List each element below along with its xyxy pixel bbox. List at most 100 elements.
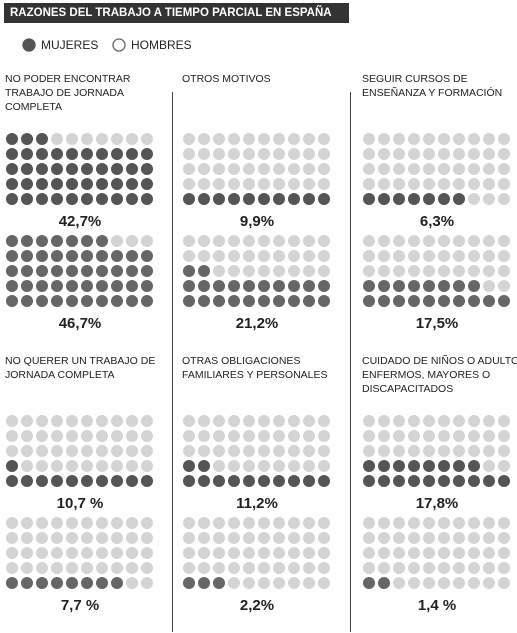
icon-empty — [468, 163, 480, 175]
icon-empty — [228, 415, 240, 427]
icon-empty — [258, 577, 270, 589]
icon-empty — [498, 577, 510, 589]
icon-filled — [81, 250, 93, 262]
icon-filled — [21, 280, 33, 292]
icon-empty — [468, 430, 480, 442]
icon-filled — [483, 475, 495, 487]
icon-filled — [198, 280, 210, 292]
icon-empty — [273, 133, 285, 145]
icon-filled — [66, 295, 78, 307]
icon-filled — [483, 295, 495, 307]
icon-empty — [303, 163, 315, 175]
icon-empty — [126, 562, 138, 574]
icon-filled — [243, 280, 255, 292]
icon-empty — [423, 532, 435, 544]
icon-filled — [243, 475, 255, 487]
icon-empty — [303, 178, 315, 190]
icon-empty — [483, 562, 495, 574]
icon-empty — [408, 517, 420, 529]
icon-empty — [36, 547, 48, 559]
icon-empty — [273, 517, 285, 529]
icon-empty — [378, 133, 390, 145]
icon-filled — [21, 133, 33, 145]
icon-empty — [318, 460, 330, 472]
icon-empty — [81, 460, 93, 472]
icon-filled — [81, 193, 93, 205]
icon-empty — [303, 415, 315, 427]
icon-empty — [438, 235, 450, 247]
icon-grid — [363, 133, 510, 205]
icon-filled — [198, 193, 210, 205]
icon-empty — [423, 517, 435, 529]
icon-empty — [303, 250, 315, 262]
icon-empty — [378, 415, 390, 427]
icon-empty — [126, 577, 138, 589]
icon-empty — [363, 235, 375, 247]
icon-empty — [141, 577, 153, 589]
icon-filled — [141, 163, 153, 175]
icon-filled — [36, 250, 48, 262]
icon-filled — [66, 235, 78, 247]
icon-empty — [453, 163, 465, 175]
icon-empty — [408, 178, 420, 190]
icon-empty — [243, 517, 255, 529]
icon-empty — [438, 163, 450, 175]
icon-empty — [363, 133, 375, 145]
icon-empty — [483, 133, 495, 145]
icon-empty — [483, 235, 495, 247]
icon-empty — [51, 532, 63, 544]
icon-empty — [66, 562, 78, 574]
icon-empty — [81, 517, 93, 529]
icon-empty — [483, 415, 495, 427]
icon-filled — [183, 265, 195, 277]
icon-empty — [183, 235, 195, 247]
icon-filled — [408, 280, 420, 292]
icon-filled — [81, 295, 93, 307]
icon-filled — [66, 280, 78, 292]
icon-empty — [318, 517, 330, 529]
icon-empty — [273, 532, 285, 544]
icon-empty — [498, 547, 510, 559]
icon-empty — [438, 517, 450, 529]
value-label: 10,7 % — [56, 495, 104, 512]
icon-filled — [6, 295, 18, 307]
icon-empty — [303, 235, 315, 247]
icon-empty — [258, 163, 270, 175]
icon-empty — [36, 445, 48, 457]
icon-filled — [96, 148, 108, 160]
icon-filled — [6, 265, 18, 277]
icon-empty — [423, 133, 435, 145]
icon-empty — [81, 547, 93, 559]
icon-empty — [363, 547, 375, 559]
icon-empty — [111, 235, 123, 247]
icon-empty — [111, 430, 123, 442]
icon-filled — [21, 178, 33, 190]
icon-empty — [468, 193, 480, 205]
icon-filled — [81, 178, 93, 190]
icon-filled — [318, 475, 330, 487]
icon-empty — [498, 235, 510, 247]
icon-empty — [378, 532, 390, 544]
icon-empty — [81, 133, 93, 145]
icon-filled — [423, 280, 435, 292]
icon-empty — [498, 148, 510, 160]
icon-empty — [66, 430, 78, 442]
legend-swatch — [112, 38, 126, 52]
icon-empty — [288, 562, 300, 574]
icon-empty — [393, 430, 405, 442]
icon-empty — [126, 235, 138, 247]
icon-empty — [198, 562, 210, 574]
icon-filled — [438, 193, 450, 205]
icon-empty — [453, 562, 465, 574]
icon-filled — [96, 265, 108, 277]
icon-filled — [111, 250, 123, 262]
icon-empty — [126, 517, 138, 529]
icon-filled — [66, 178, 78, 190]
icon-filled — [36, 193, 48, 205]
icon-empty — [468, 265, 480, 277]
icon-empty — [453, 415, 465, 427]
legend-item: MUJERES — [22, 38, 98, 52]
value-label: 11,2% — [236, 495, 278, 512]
icon-empty — [51, 415, 63, 427]
icon-filled — [378, 577, 390, 589]
